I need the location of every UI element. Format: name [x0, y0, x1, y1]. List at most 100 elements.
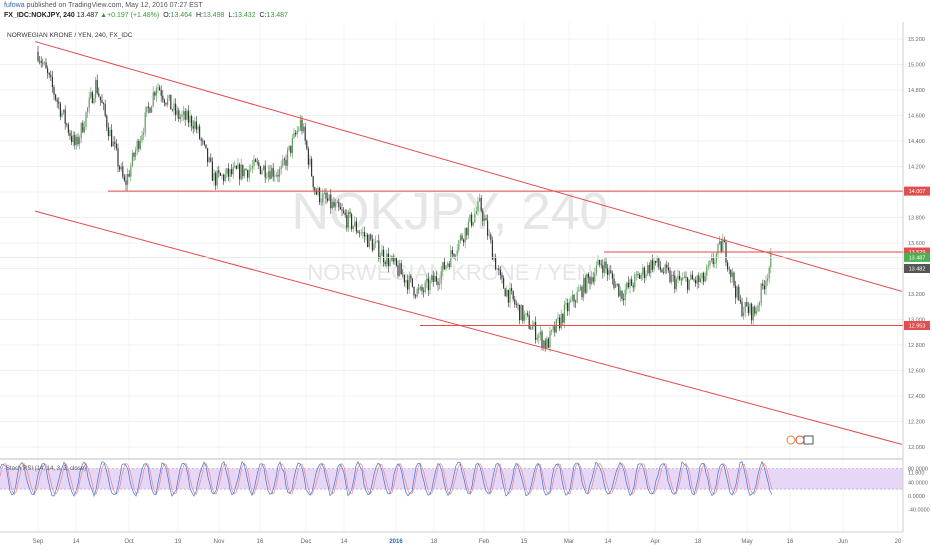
candle-body [578, 289, 580, 292]
candle-body [562, 313, 564, 323]
candle-body [592, 277, 594, 282]
candle-body [355, 221, 357, 232]
candle-body [291, 137, 293, 153]
candle-body [523, 314, 525, 321]
candle-body [79, 137, 81, 145]
candle-body [175, 103, 177, 115]
candle-body [187, 110, 189, 123]
candle-body [189, 116, 191, 123]
author-link[interactable]: fufowa [4, 2, 25, 9]
candle-body [541, 331, 543, 348]
candle-body [669, 270, 671, 283]
candle-body [520, 305, 522, 321]
candle-body [213, 172, 215, 181]
candle-body [307, 148, 309, 165]
event-markers[interactable] [786, 435, 814, 445]
candle-body [759, 302, 761, 306]
candle-body [397, 265, 399, 276]
candle-body [147, 106, 149, 108]
candle-body [407, 280, 409, 290]
candle-body [167, 98, 169, 105]
candle-body [675, 279, 677, 289]
trend-line [34, 41, 903, 292]
price-axis[interactable]: 15.200 15.000 14.800 14.600 14.400 14.200 14.0… [908, 37, 930, 514]
candle-body [287, 149, 289, 166]
time-tick-label: May [741, 539, 752, 545]
candle-body [706, 266, 708, 276]
watermark-symbol: NOKJPY, 240 [291, 183, 608, 241]
candle-body [688, 279, 690, 290]
candle-body [71, 136, 73, 143]
drawing-lines[interactable] [0, 41, 903, 445]
candle-body [235, 165, 237, 169]
candle-body [117, 148, 119, 167]
candle-body [653, 260, 655, 270]
symbol-label[interactable]: FX_IDC:NOKJPY, 240 [4, 12, 75, 19]
candle-body [693, 279, 695, 281]
price-axis-tag-label: 14.007 [909, 189, 926, 195]
candle-body [341, 209, 343, 211]
candle-body [575, 301, 577, 303]
candle-body [467, 221, 469, 236]
candle-body [304, 126, 306, 141]
candle-body [207, 148, 209, 163]
candle-body [767, 278, 769, 281]
candle-body [155, 88, 157, 96]
candle-body [435, 276, 437, 282]
time-tick-label: Dec [301, 539, 312, 545]
candle-body [451, 250, 453, 254]
candle-body [237, 164, 239, 169]
candle-body [411, 278, 413, 287]
candle-body [690, 274, 692, 280]
candle-body [359, 232, 361, 234]
candle-body [403, 274, 405, 283]
candle-body [165, 102, 167, 105]
candle-body [325, 192, 327, 199]
candle-body [514, 299, 516, 305]
candle-body [431, 275, 433, 281]
candle-body [527, 313, 529, 316]
candle-body [432, 275, 434, 283]
candle-body [554, 326, 556, 333]
candle-body [152, 92, 154, 107]
candle-body [640, 274, 642, 279]
candle-body [293, 132, 295, 138]
candle-body [163, 99, 165, 103]
candle-body [43, 62, 45, 64]
candle-body [357, 231, 359, 233]
candle-body [95, 79, 97, 99]
candle-body [259, 166, 261, 175]
candle-body [363, 232, 365, 237]
time-axis[interactable]: Sep 14 Oct 19 Nov 16 Dec 14 2016 18 Feb 15 Mar 14 Apr 1… [33, 539, 902, 545]
candle-body [159, 87, 161, 91]
candle-body [251, 166, 253, 169]
time-tick-label: Oct [124, 539, 134, 545]
candle-body [490, 234, 492, 241]
candle-body [37, 51, 39, 61]
candle-body [671, 274, 673, 283]
candle-body [149, 107, 151, 113]
candle-body [709, 260, 711, 266]
candle-body [211, 161, 213, 181]
candle-body [645, 273, 647, 278]
candle-body [267, 171, 269, 178]
candle-body [632, 285, 634, 288]
candle-body [123, 176, 125, 181]
candle-body [538, 335, 540, 338]
candle-body [210, 157, 212, 162]
price-tick-label: 14.600 [908, 114, 925, 120]
price-chart[interactable]: NOKJPY, 240 NORWEGIAN KRONE / YEN NORWEG… [0, 22, 932, 550]
candle-body [719, 241, 721, 245]
candle-body [639, 274, 641, 279]
candle-body [599, 259, 601, 265]
candle-body [66, 123, 68, 125]
candle-body [128, 173, 130, 177]
oscillator-title: Stoch RSI (14, 14, 3, 3, close) [6, 466, 86, 472]
candle-body [677, 275, 679, 280]
candle-body [48, 72, 50, 75]
candle-body [423, 290, 425, 292]
candle-body [271, 167, 273, 179]
candle-body [687, 277, 689, 290]
candle-body [208, 157, 210, 163]
time-tick-label: Sep [33, 539, 44, 545]
